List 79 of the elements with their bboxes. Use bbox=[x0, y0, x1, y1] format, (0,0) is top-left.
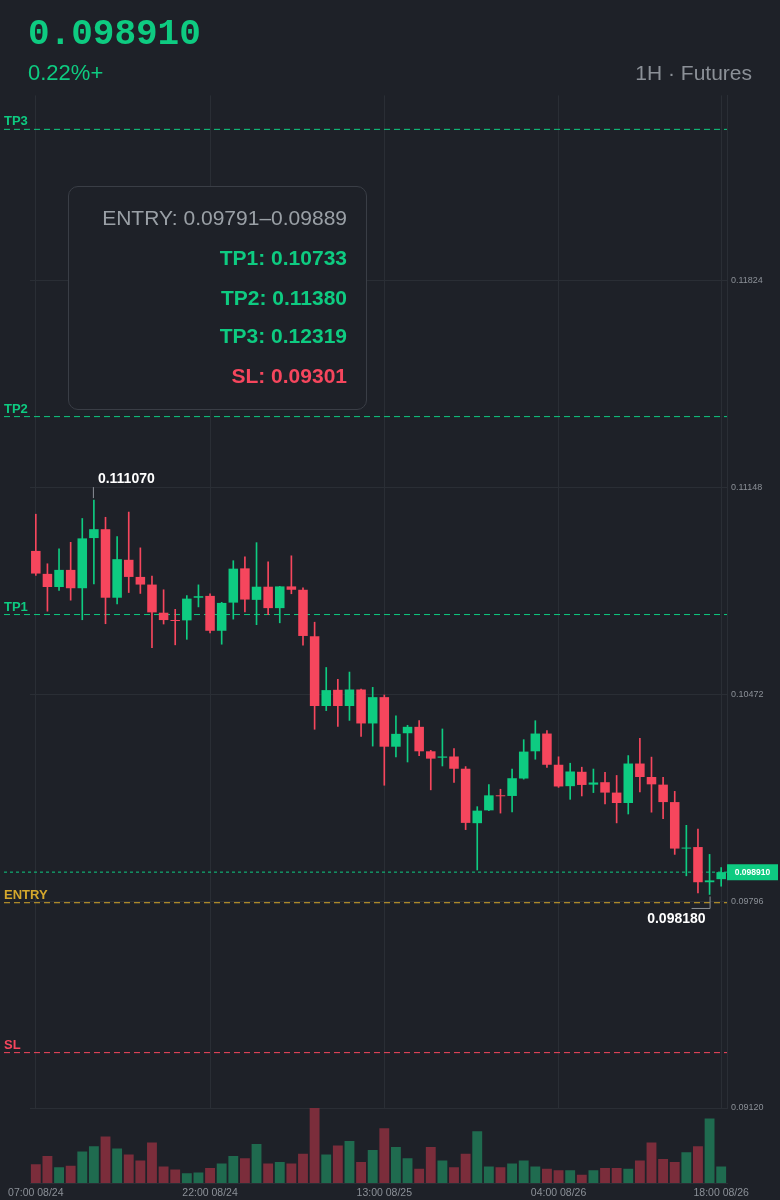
bar bbox=[611, 1168, 622, 1183]
bar bbox=[251, 1144, 262, 1183]
bar bbox=[181, 1173, 192, 1183]
bar bbox=[414, 1168, 425, 1183]
bar bbox=[576, 1174, 587, 1183]
bar bbox=[147, 1142, 157, 1183]
annotation: TP1: 0.10733 bbox=[219, 245, 347, 271]
bar bbox=[286, 1163, 297, 1183]
bar bbox=[239, 1158, 250, 1183]
annotation: TP3: 0.12319 bbox=[219, 323, 347, 349]
bar bbox=[298, 1153, 308, 1183]
x-tick-label: 04:00 08/26 bbox=[530, 1186, 587, 1199]
annotation: ENTRY: 0.09791–0.09889 bbox=[102, 205, 347, 231]
bar bbox=[332, 1145, 343, 1183]
x-tick-label: 13:00 08/25 bbox=[356, 1186, 413, 1199]
bar bbox=[100, 1136, 111, 1183]
bar bbox=[693, 1146, 703, 1183]
bar bbox=[356, 1162, 367, 1183]
y-tick-label: 0.10472 bbox=[731, 688, 764, 699]
bar bbox=[112, 1148, 123, 1183]
x-tick-label: 18:00 08/26 bbox=[693, 1186, 750, 1199]
bar bbox=[542, 1168, 552, 1183]
bar bbox=[472, 1131, 483, 1183]
bar bbox=[77, 1151, 88, 1183]
bar bbox=[274, 1162, 285, 1183]
bar bbox=[88, 1146, 99, 1183]
bar bbox=[646, 1142, 657, 1183]
y-tick-label: 0.11824 bbox=[731, 275, 763, 286]
candlestick bbox=[123, 511, 134, 593]
bar bbox=[553, 1170, 564, 1183]
bar bbox=[425, 1147, 436, 1183]
bar bbox=[634, 1160, 645, 1183]
y-tick-label: 0.11148 bbox=[731, 482, 763, 493]
ref-line-label: TP1 bbox=[4, 598, 28, 614]
ref-line-label: TP3 bbox=[4, 113, 28, 129]
bar bbox=[390, 1147, 401, 1183]
bar bbox=[379, 1128, 390, 1183]
candlestick bbox=[170, 609, 180, 646]
candlestick bbox=[89, 499, 99, 585]
ref-line-label: ENTRY bbox=[4, 886, 48, 902]
bar bbox=[344, 1141, 355, 1183]
bar bbox=[495, 1167, 506, 1183]
chart-subtitle: 0.22%+ bbox=[28, 59, 104, 87]
bar bbox=[367, 1150, 378, 1183]
candlestick bbox=[635, 738, 645, 793]
annotation: 0.111070 bbox=[97, 470, 155, 487]
bar bbox=[65, 1165, 76, 1183]
y-tick-label: 0.09120 bbox=[731, 1102, 764, 1113]
bar bbox=[402, 1158, 413, 1183]
bar bbox=[54, 1167, 64, 1183]
bar bbox=[437, 1160, 448, 1183]
chart-title: 0.098910 bbox=[28, 14, 201, 55]
ref-line-label: SL bbox=[4, 1036, 21, 1052]
bar bbox=[681, 1152, 692, 1183]
ref-line-label: TP2 bbox=[4, 400, 28, 416]
ref-line-label: 0.098910 bbox=[734, 866, 771, 877]
x-tick-label: 07:00 08/24 bbox=[8, 1186, 64, 1199]
y-tick-label: 0.09796 bbox=[731, 895, 764, 906]
annotation: SL: 0.09301 bbox=[231, 363, 347, 389]
annotation: TP2: 0.11380 bbox=[220, 285, 347, 311]
bar bbox=[623, 1168, 634, 1183]
bar bbox=[669, 1162, 680, 1183]
bar bbox=[565, 1170, 576, 1183]
bar bbox=[263, 1163, 274, 1183]
candlestick bbox=[426, 750, 436, 791]
x-tick-label: 22:00 08/24 bbox=[182, 1186, 238, 1199]
bar bbox=[321, 1154, 332, 1183]
candlestick bbox=[472, 806, 483, 871]
bar bbox=[658, 1159, 669, 1183]
annotation: 0.098180 bbox=[647, 910, 706, 927]
bar bbox=[507, 1163, 518, 1183]
bar bbox=[449, 1167, 459, 1183]
bar bbox=[205, 1168, 215, 1183]
bar bbox=[600, 1168, 610, 1183]
text: 1H · Futures bbox=[635, 60, 752, 86]
bar bbox=[309, 1108, 320, 1183]
bar bbox=[588, 1170, 599, 1183]
bar bbox=[460, 1153, 471, 1183]
bar bbox=[483, 1166, 494, 1183]
